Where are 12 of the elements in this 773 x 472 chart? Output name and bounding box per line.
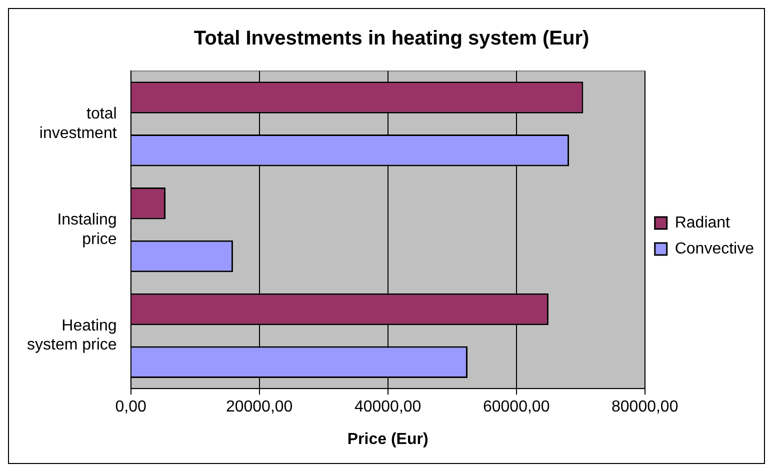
x-tick-label: 0,00 [115, 398, 146, 416]
legend-label: Radiant [674, 214, 731, 232]
x-tick-label: 20000,00 [226, 398, 293, 416]
x-tick-label: 60000,00 [482, 398, 550, 416]
y-tick-label: Heating system price [27, 317, 117, 354]
y-tick-label: Instaling price [57, 212, 117, 248]
chart-title: Total Investments in heating system (Eur) [194, 28, 590, 50]
legend-label: Convective [674, 240, 754, 258]
x-tick-label: 40000,00 [354, 398, 422, 416]
y-tick-label: total investment [39, 106, 118, 142]
x-axis-title: Price (Eur) [347, 430, 428, 448]
x-tick-label: 80000,00 [611, 398, 678, 416]
